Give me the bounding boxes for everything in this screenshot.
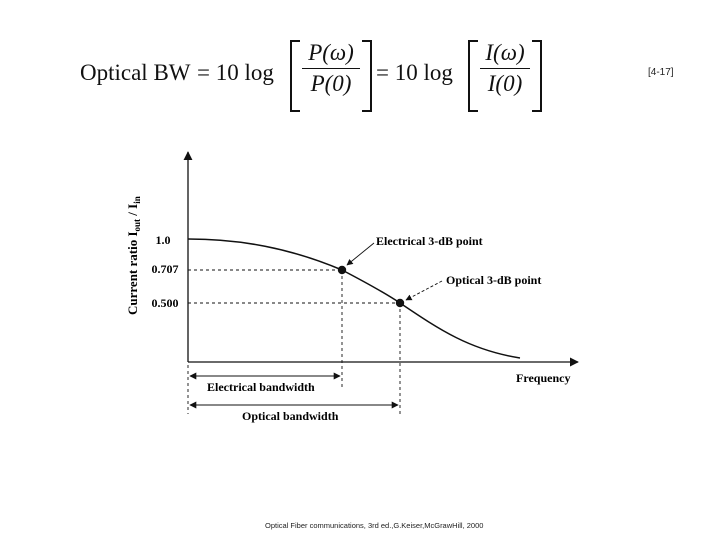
y-tick-label-1: 1.0 bbox=[156, 233, 171, 247]
source-caption: Optical Fiber communications, 3rd ed.,G.… bbox=[265, 521, 484, 530]
optical-point-arrow bbox=[405, 280, 443, 301]
y-axis-label: Current ratio Iout / Iin bbox=[125, 196, 142, 315]
electrical-bandwidth-label: Electrical bandwidth bbox=[207, 380, 315, 394]
electrical-3db-point bbox=[337, 265, 347, 275]
y-axis-label-sub-in: in bbox=[132, 196, 142, 204]
y-axis-label-sub-out: out bbox=[132, 219, 142, 232]
optical-3db-point bbox=[395, 298, 405, 308]
left-bracket-2 bbox=[468, 40, 478, 112]
electrical-point-arrow bbox=[346, 242, 375, 266]
right-bracket-2 bbox=[532, 40, 542, 112]
fraction-current-numerator: I(ω) bbox=[485, 40, 525, 65]
response-curve bbox=[187, 238, 521, 359]
equation-equals-log-2: = 10 log bbox=[376, 60, 453, 85]
fraction-power: P(ω) P(0) bbox=[302, 40, 360, 97]
equation-reference: [4-17] bbox=[648, 67, 674, 78]
optical-bandwidth-label: Optical bandwidth bbox=[242, 409, 339, 423]
y-tick-label-0707: 0.707 bbox=[152, 262, 179, 276]
fraction-power-line bbox=[302, 68, 360, 69]
fraction-current-line bbox=[480, 68, 530, 69]
right-bracket-1 bbox=[362, 40, 372, 112]
y-axis-label-mid: / I bbox=[125, 204, 140, 219]
equation-equals-log-1: = 10 log bbox=[197, 60, 274, 85]
electrical-3db-label: Electrical 3-dB point bbox=[376, 234, 483, 248]
optical-3db-label: Optical 3-dB point bbox=[446, 273, 541, 287]
fraction-current: I(ω) I(0) bbox=[480, 40, 530, 97]
equation-lhs: Optical BW bbox=[80, 60, 191, 85]
bandwidth-equation: Optical BW = 10 log P(ω) P(0) = 10 log I… bbox=[80, 38, 560, 112]
y-axis-label-main: Current ratio I bbox=[125, 231, 140, 315]
fraction-current-denominator: I(0) bbox=[487, 71, 523, 96]
fraction-power-denominator: P(0) bbox=[310, 71, 352, 96]
left-bracket-1 bbox=[290, 40, 300, 112]
y-tick-label-0500: 0.500 bbox=[152, 296, 179, 310]
fraction-power-numerator: P(ω) bbox=[308, 40, 354, 65]
x-axis-label: Frequency bbox=[516, 371, 570, 385]
